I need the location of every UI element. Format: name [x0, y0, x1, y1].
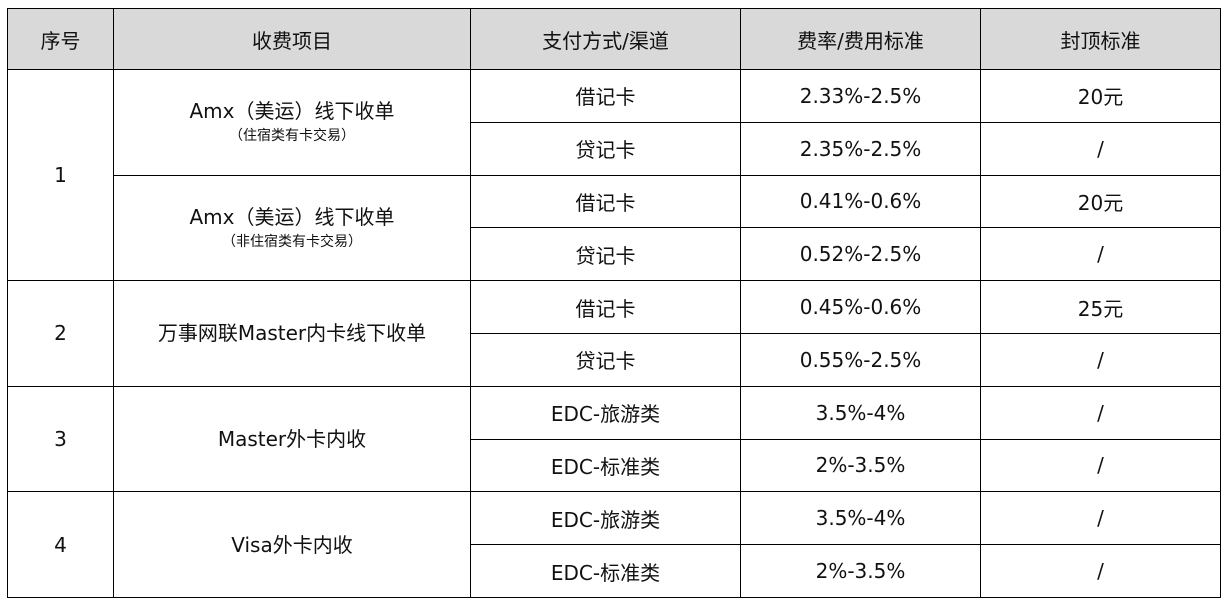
header-rate: 费率/费用标准	[740, 8, 981, 70]
fee-item-note: （住宿类有卡交易）	[229, 128, 355, 145]
channel-cell: 借记卡	[470, 69, 741, 123]
channel-cell: 贷记卡	[470, 121, 741, 176]
table-row: EDC-标准类 2%-3.5% /	[8, 544, 1221, 598]
table-row: 2 万事网联Master内卡线下收单 借记卡 0.45%-0.6% 25元	[7, 280, 1221, 387]
rate-cell: 3.5%-4%	[740, 385, 981, 440]
header-row: 序号 收费项目 支付方式/渠道 费率/费用标准 封顶标准	[7, 8, 1221, 70]
fee-item-cell: Master外卡内收	[113, 385, 471, 493]
cap-cell: /	[980, 438, 1221, 493]
rate-cell: 2.33%-2.5%	[740, 69, 981, 123]
rate-cell: 2.35%-2.5%	[740, 121, 981, 176]
rate-cell: 0.55%-2.5%	[740, 332, 981, 387]
rate-cell: 3.5%-4%	[740, 491, 981, 546]
table-row: 4 Visa外卡内收 EDC-旅游类 3.5%-4% /	[7, 491, 1221, 598]
rate-cell: 2%-3.5%	[740, 544, 981, 598]
channel-cell: EDC-标准类	[470, 544, 741, 598]
row-number-cell: 1	[7, 68, 114, 282]
row-number-cell: 4	[7, 491, 114, 598]
rate-cell: 0.45%-0.6%	[740, 280, 981, 334]
fee-item-cell: Visa外卡内收	[113, 491, 471, 598]
fee-item-cell: Amx（美运）线下收单 （非住宿类有卡交易）	[113, 174, 471, 282]
table-body: 1 Amx（美运）线下收单 （住宿类有卡交易） 借记卡 2.33%-2.5% 20元 贷记卡…	[7, 68, 1221, 598]
fee-item-name: 万事网联Master内卡线下收单	[157, 321, 427, 346]
cap-cell: /	[980, 491, 1221, 546]
cap-cell: 25元	[980, 280, 1221, 334]
rate-cell: 2%-3.5%	[740, 438, 981, 493]
header-item: 收费项目	[113, 8, 471, 70]
header-no: 序号	[7, 8, 114, 70]
channel-cell: 贷记卡	[470, 227, 741, 282]
table-row: 3 Master外卡内收 EDC-旅游类 3.5%-4% /	[7, 385, 1221, 493]
table-row: 贷记卡 2.35%-2.5% /	[8, 121, 1221, 176]
fee-item-name: Visa外卡内收	[231, 532, 353, 557]
cap-cell: 20元	[980, 174, 1221, 229]
header-channel: 支付方式/渠道	[470, 8, 741, 70]
channel-cell: 贷记卡	[470, 332, 741, 387]
channel-cell: EDC-标准类	[470, 438, 741, 493]
channel-cell: EDC-旅游类	[470, 385, 741, 440]
fee-item-note: （非住宿类有卡交易）	[222, 233, 362, 250]
channel-cell: 借记卡	[470, 280, 741, 334]
table-row: 1 Amx（美运）线下收单 （住宿类有卡交易） 借记卡 2.33%-2.5% 20元	[7, 68, 1221, 282]
row-number-cell: 2	[7, 280, 114, 387]
fee-item-cell: Amx（美运）线下收单 （住宿类有卡交易）	[113, 69, 471, 176]
fee-item-cell: 万事网联Master内卡线下收单	[113, 280, 471, 387]
cap-cell: /	[980, 121, 1221, 176]
fee-table: 序号 收费项目 支付方式/渠道 费率/费用标准 封顶标准 1 Amx（美运）线下收…	[7, 8, 1221, 598]
channel-cell: EDC-旅游类	[470, 491, 741, 546]
header-cap: 封顶标准	[980, 8, 1221, 70]
table-header: 序号 收费项目 支付方式/渠道 费率/费用标准 封顶标准	[7, 8, 1221, 70]
cap-cell: /	[980, 227, 1221, 282]
cap-cell: 20元	[980, 69, 1221, 123]
table-row: EDC-标准类 2%-3.5% /	[8, 438, 1221, 493]
cap-cell: /	[980, 385, 1221, 440]
row-number-cell: 3	[7, 385, 114, 493]
cap-cell: /	[980, 332, 1221, 387]
cap-cell: /	[980, 544, 1221, 598]
table-row: 贷记卡 0.52%-2.5% /	[8, 227, 1221, 282]
fee-item-name: Master外卡内收	[217, 427, 367, 452]
fee-item-name: Amx（美运）线下收单	[189, 204, 395, 229]
channel-cell: 借记卡	[470, 174, 741, 229]
rate-cell: 0.41%-0.6%	[740, 174, 981, 229]
rate-cell: 0.52%-2.5%	[740, 227, 981, 282]
table-row: Amx（美运）线下收单 （非住宿类有卡交易） 借记卡 0.41%-0.6% 20元	[8, 174, 1221, 282]
fee-item-name: Amx（美运）线下收单	[189, 99, 395, 124]
